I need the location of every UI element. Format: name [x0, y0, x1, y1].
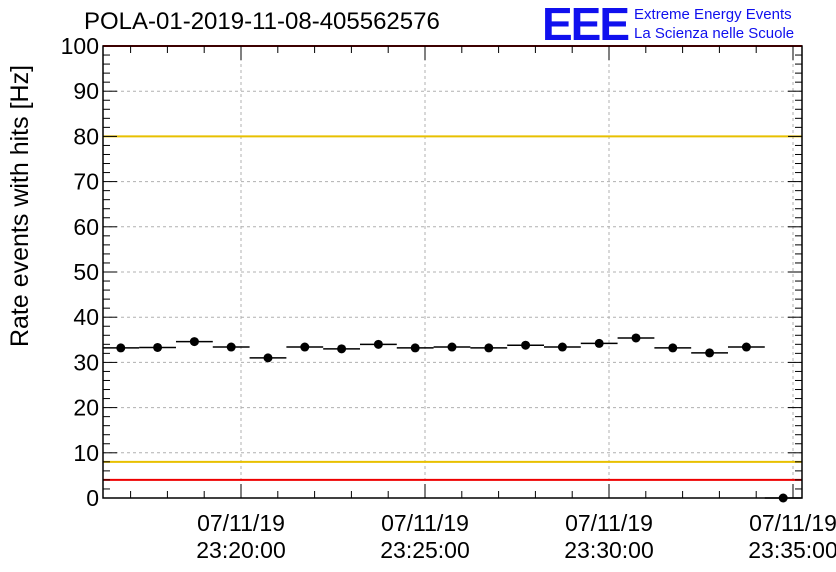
chart-title: POLA-01-2019-11-08-405562576: [84, 8, 440, 35]
y-tick-label: 20: [73, 395, 99, 421]
y-tick-label: 0: [86, 485, 99, 511]
data-point: [189, 337, 199, 347]
data-point: [373, 339, 383, 349]
data-point: [557, 342, 567, 352]
data-point: [668, 343, 678, 353]
logo-line-2: La Scienza nelle Scuole: [634, 25, 795, 42]
data-point: [153, 342, 163, 352]
eee-logo-text: Extreme Energy Events La Scienza nelle S…: [634, 5, 794, 43]
data-point: [263, 353, 273, 363]
y-tick-label: 70: [73, 169, 99, 195]
y-tick-label: 10: [73, 440, 99, 466]
data-point: [741, 342, 751, 352]
eee-logo-mark: EEE: [542, 0, 630, 50]
eee-logo: EEE Extreme Energy Events La Scienza nel…: [542, 0, 794, 50]
x-tick-label-time: 23:25:00: [380, 537, 470, 563]
data-point: [300, 342, 310, 352]
logo-line-1: Extreme Energy Events: [634, 6, 792, 23]
data-point: [447, 342, 457, 352]
x-tick-label-date: 07/11/19: [749, 510, 836, 536]
x-tick-label-time: 23:20:00: [196, 537, 286, 563]
y-tick-label: 40: [73, 304, 99, 330]
x-tick-label-time: 23:30:00: [564, 537, 654, 563]
data-point: [226, 342, 236, 352]
x-tick-label-date: 07/11/19: [565, 510, 653, 536]
data-point: [705, 348, 715, 358]
data-point: [594, 338, 604, 348]
y-tick-label: 30: [73, 349, 99, 375]
y-axis-label: Rate events with hits [Hz]: [6, 65, 34, 347]
y-tick-label: 100: [61, 33, 99, 59]
y-tick-label: 50: [73, 259, 99, 285]
data-point: [410, 343, 420, 353]
data-point: [631, 333, 641, 343]
data-point: [778, 493, 788, 503]
data-point: [484, 343, 494, 353]
data-point: [337, 344, 347, 354]
x-tick-label-time: 23:35:00: [748, 537, 836, 563]
data-point: [521, 340, 531, 350]
y-tick-label: 90: [73, 78, 99, 104]
data-point: [116, 343, 126, 353]
y-tick-label: 60: [73, 214, 99, 240]
y-tick-label: 80: [73, 123, 99, 149]
x-tick-label-date: 07/11/19: [381, 510, 469, 536]
x-tick-label-date: 07/11/19: [197, 510, 285, 536]
